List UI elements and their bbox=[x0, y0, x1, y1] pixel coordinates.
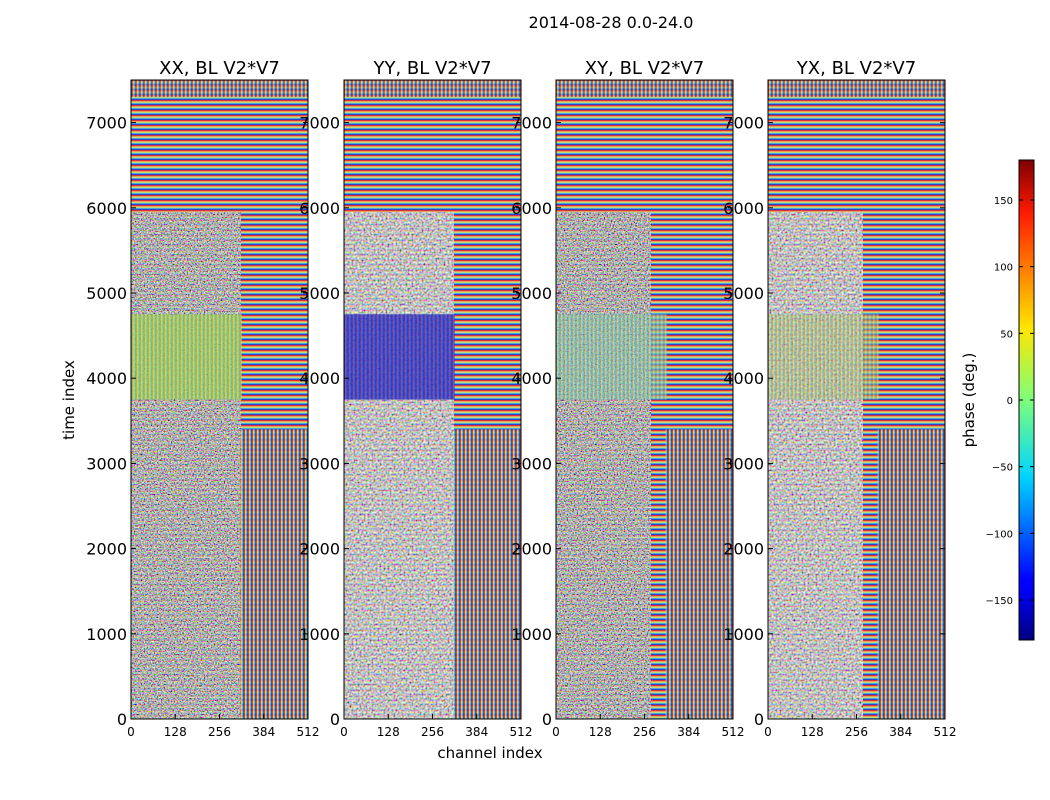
y-tick-label: 1000 bbox=[723, 625, 764, 644]
colorbar-tick-label: 50 bbox=[1000, 329, 1013, 340]
x-tick-label: 256 bbox=[633, 725, 656, 739]
y-tick-label: 6000 bbox=[86, 199, 127, 218]
coherent-block-texture bbox=[344, 314, 455, 400]
y-tick-label: 5000 bbox=[723, 284, 764, 303]
x-tick-label: 0 bbox=[127, 725, 135, 739]
y-tick-label: 0 bbox=[330, 710, 340, 729]
x-tick-label: 128 bbox=[589, 725, 612, 739]
x-tick-label: 128 bbox=[164, 725, 187, 739]
heatmap-panel-2: YY, BL V2*V7 0 1000 2000 3000 4000 5000 6000 700… bbox=[299, 58, 532, 739]
y-tick-label: 5000 bbox=[299, 284, 340, 303]
noise-region bbox=[556, 212, 651, 719]
coherent-block-texture bbox=[768, 314, 879, 400]
x-tick-label: 0 bbox=[764, 725, 772, 739]
x-tick-label: 384 bbox=[252, 725, 275, 739]
y-tick-label: 7000 bbox=[86, 114, 127, 133]
x-tick-label: 384 bbox=[465, 725, 488, 739]
colorbar-tick-label: −150 bbox=[986, 596, 1013, 607]
x-tick-label: 256 bbox=[421, 725, 444, 739]
y-tick-label: 4000 bbox=[511, 369, 552, 388]
x-tick-label: 256 bbox=[845, 725, 868, 739]
y-tick-label: 3000 bbox=[723, 454, 764, 473]
y-tick-label: 0 bbox=[117, 710, 127, 729]
x-tick-label: 512 bbox=[722, 725, 745, 739]
y-tick-label: 2000 bbox=[86, 540, 127, 559]
colorbar-tick-label: 100 bbox=[994, 263, 1013, 274]
panel-title: XY, BL V2*V7 bbox=[585, 58, 704, 79]
x-tick-label: 0 bbox=[340, 725, 348, 739]
x-tick-label: 512 bbox=[510, 725, 533, 739]
y-tick-label: 2000 bbox=[723, 540, 764, 559]
y-tick-label: 7000 bbox=[511, 114, 552, 133]
y-tick-label: 3000 bbox=[86, 454, 127, 473]
y-tick-label: 5000 bbox=[511, 284, 552, 303]
colorbar-tick-label: 0 bbox=[1007, 396, 1013, 407]
y-tick-label: 3000 bbox=[299, 454, 340, 473]
x-axis-label: channel index bbox=[437, 744, 542, 762]
x-tick-label: 256 bbox=[208, 725, 231, 739]
x-tick-label: 0 bbox=[552, 725, 560, 739]
y-tick-label: 2000 bbox=[299, 540, 340, 559]
coherent-block-texture bbox=[131, 314, 242, 400]
panel-title: XX, BL V2*V7 bbox=[159, 58, 280, 79]
fringe-region bbox=[665, 429, 733, 719]
y-tick-label: 1000 bbox=[86, 625, 127, 644]
y-tick-label: 6000 bbox=[511, 199, 552, 218]
figure-title: 2014-08-28 0.0-24.0 bbox=[529, 13, 694, 32]
x-tick-label: 512 bbox=[934, 725, 957, 739]
y-tick-label: 4000 bbox=[299, 369, 340, 388]
x-tick-label: 128 bbox=[801, 725, 824, 739]
y-tick-label: 1000 bbox=[511, 625, 552, 644]
y-tick-label: 7000 bbox=[723, 114, 764, 133]
top-band bbox=[768, 80, 945, 98]
y-tick-label: 6000 bbox=[723, 199, 764, 218]
noise-region bbox=[131, 212, 241, 719]
y-tick-label: 0 bbox=[754, 710, 764, 729]
panels: XX, BL V2*V7 0 1000 2000 3000 4000 5000 6000 700… bbox=[86, 58, 956, 739]
y-tick-label: 1000 bbox=[299, 625, 340, 644]
colorbar-tick-label: −50 bbox=[992, 463, 1013, 474]
colorbar-label: phase (deg.) bbox=[960, 353, 978, 448]
y-tick-label: 0 bbox=[542, 710, 552, 729]
heatmap-panel-1: XX, BL V2*V7 0 1000 2000 3000 4000 5000 6000 700… bbox=[86, 58, 319, 739]
panel-title: YX, BL V2*V7 bbox=[796, 58, 916, 79]
y-tick-label: 3000 bbox=[511, 454, 552, 473]
fringe-region bbox=[453, 429, 521, 719]
colorbar-tick-label: 150 bbox=[994, 196, 1013, 207]
y-tick-label: 4000 bbox=[86, 369, 127, 388]
x-tick-label: 384 bbox=[889, 725, 912, 739]
colorbar: 150 100 50 0 −50 −100 −150 phase (deg.) bbox=[960, 159, 1035, 641]
y-tick-label: 2000 bbox=[511, 540, 552, 559]
y-tick-label: 7000 bbox=[299, 114, 340, 133]
heatmap-panel-3: XY, BL V2*V7 0 1000 2000 3000 4000 5000 6000 700… bbox=[511, 58, 744, 739]
top-band bbox=[556, 80, 733, 98]
top-band bbox=[131, 80, 308, 98]
x-tick-label: 512 bbox=[297, 725, 320, 739]
coherent-block-texture bbox=[556, 314, 667, 400]
noise-region bbox=[344, 212, 454, 719]
fringe-region bbox=[877, 429, 945, 719]
top-band bbox=[344, 80, 521, 98]
colorbar-tick-label: −100 bbox=[986, 529, 1013, 540]
y-tick-label: 5000 bbox=[86, 284, 127, 303]
y-axis-label: time index bbox=[60, 360, 78, 440]
y-tick-label: 6000 bbox=[299, 199, 340, 218]
y-tick-label: 4000 bbox=[723, 369, 764, 388]
panel-title: YY, BL V2*V7 bbox=[372, 58, 491, 79]
x-tick-label: 384 bbox=[677, 725, 700, 739]
noise-region bbox=[768, 212, 863, 719]
heatmap-panel-4: YX, BL V2*V7 0 1000 2000 3000 4000 5000 6000 700… bbox=[723, 58, 956, 739]
fringe-region bbox=[240, 429, 308, 719]
x-tick-label: 128 bbox=[377, 725, 400, 739]
